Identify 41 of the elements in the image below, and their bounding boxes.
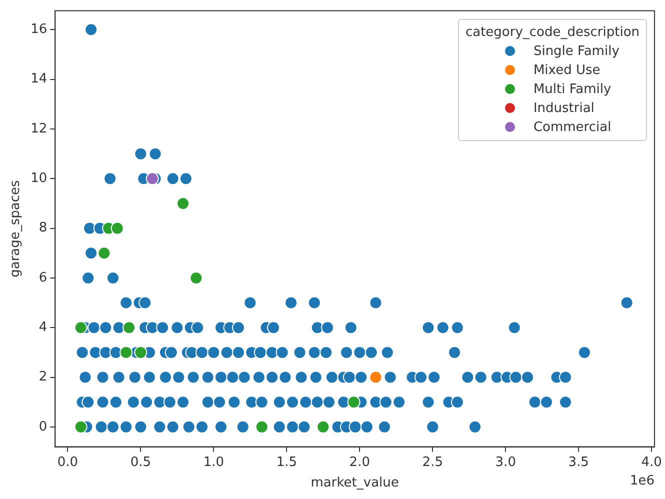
x-tick-label: 2.0	[349, 454, 370, 470]
y-tick-label: 14	[30, 72, 48, 87]
point	[98, 246, 111, 260]
x-tick-label: 0.5	[130, 454, 152, 470]
x-tick-label: 2.5	[422, 454, 443, 470]
x-tick-label: 4.0	[641, 454, 662, 470]
legend-label: Commercial	[533, 118, 612, 137]
legend-label: Mixed Use	[533, 62, 600, 80]
x-tick-label: 3.0	[495, 454, 516, 470]
y-tick-label: 0	[38, 419, 48, 434]
point	[122, 321, 136, 334]
y-tick-label: 8	[38, 220, 48, 236]
y-axis-title: garage_spaces	[8, 180, 24, 278]
y-tick-label: 4	[38, 320, 48, 335]
legend-label: Single Family	[533, 42, 620, 61]
point	[347, 396, 360, 409]
legend-label: Industrial	[533, 100, 594, 118]
y-tick-label: 16	[30, 22, 48, 38]
point	[110, 222, 124, 235]
text: 1e6	[630, 474, 655, 489]
point	[120, 346, 133, 359]
x-tick-label: 1.5	[276, 454, 298, 470]
point	[190, 271, 203, 284]
point	[134, 346, 148, 359]
point	[176, 196, 190, 210]
y-tick-label: 12	[30, 121, 48, 136]
point	[316, 420, 330, 434]
point	[255, 420, 268, 434]
y-tick-label: 10	[30, 171, 48, 186]
point	[369, 370, 382, 384]
point	[74, 321, 88, 334]
y-tick-label: 2	[38, 370, 48, 385]
x-tick-label: 3.5	[568, 454, 589, 470]
point	[74, 420, 88, 434]
legend-label: Multi Family	[533, 80, 612, 99]
point	[146, 172, 159, 186]
legend-title: category_code_description	[465, 24, 640, 42]
x-axis-title: market_value	[310, 476, 399, 491]
y-tick-label: 6	[38, 270, 48, 286]
x-tick-label: 0.0	[57, 454, 78, 470]
x-tick-label: 1.0	[203, 454, 224, 470]
